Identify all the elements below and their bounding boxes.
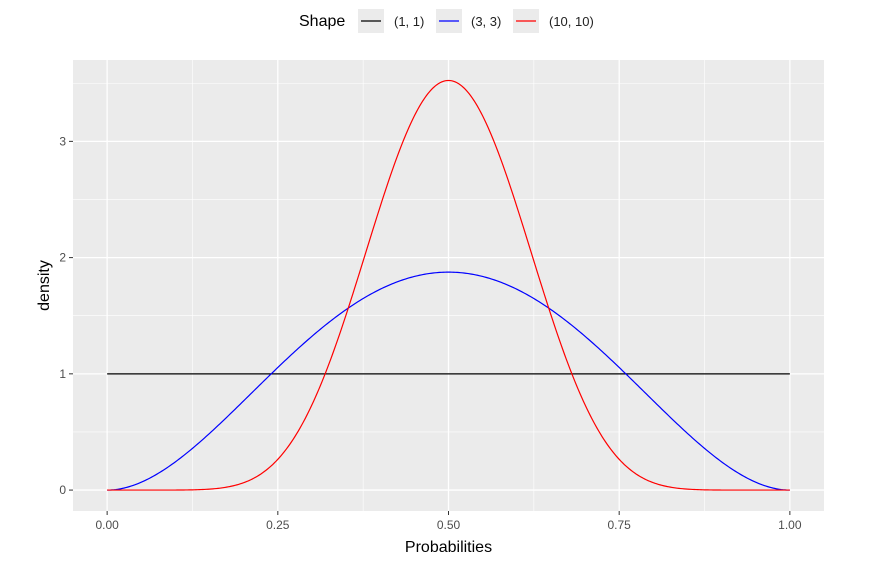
y-tick-label: 1 xyxy=(59,367,66,381)
series-line xyxy=(107,79,790,491)
legend-label: (3, 3) xyxy=(471,14,501,29)
x-axis-ticks: 0.00 0.25 0.50 0.75 1.00 xyxy=(95,511,802,532)
y-axis-title: density xyxy=(36,260,53,311)
x-tick-label: 0.00 xyxy=(95,518,119,532)
x-axis-title: Probabilities xyxy=(405,539,492,556)
y-tick-label: 3 xyxy=(59,134,66,148)
y-axis-ticks: 0 1 2 3 xyxy=(59,134,73,497)
y-tick-label: 2 xyxy=(59,251,66,265)
x-tick-label: 0.75 xyxy=(608,518,632,532)
legend-label: (1, 1) xyxy=(394,14,424,29)
y-tick-label: 0 xyxy=(59,483,66,497)
x-tick-label: 0.50 xyxy=(437,518,461,532)
series-line xyxy=(107,271,790,491)
series-lines xyxy=(107,79,790,491)
legend-label: (10, 10) xyxy=(549,14,594,29)
x-tick-label: 1.00 xyxy=(778,518,802,532)
legend: Shape (1, 1) (3, 3) (10, 10) xyxy=(299,9,594,33)
legend-title: Shape xyxy=(299,13,345,30)
x-tick-label: 0.25 xyxy=(266,518,290,532)
